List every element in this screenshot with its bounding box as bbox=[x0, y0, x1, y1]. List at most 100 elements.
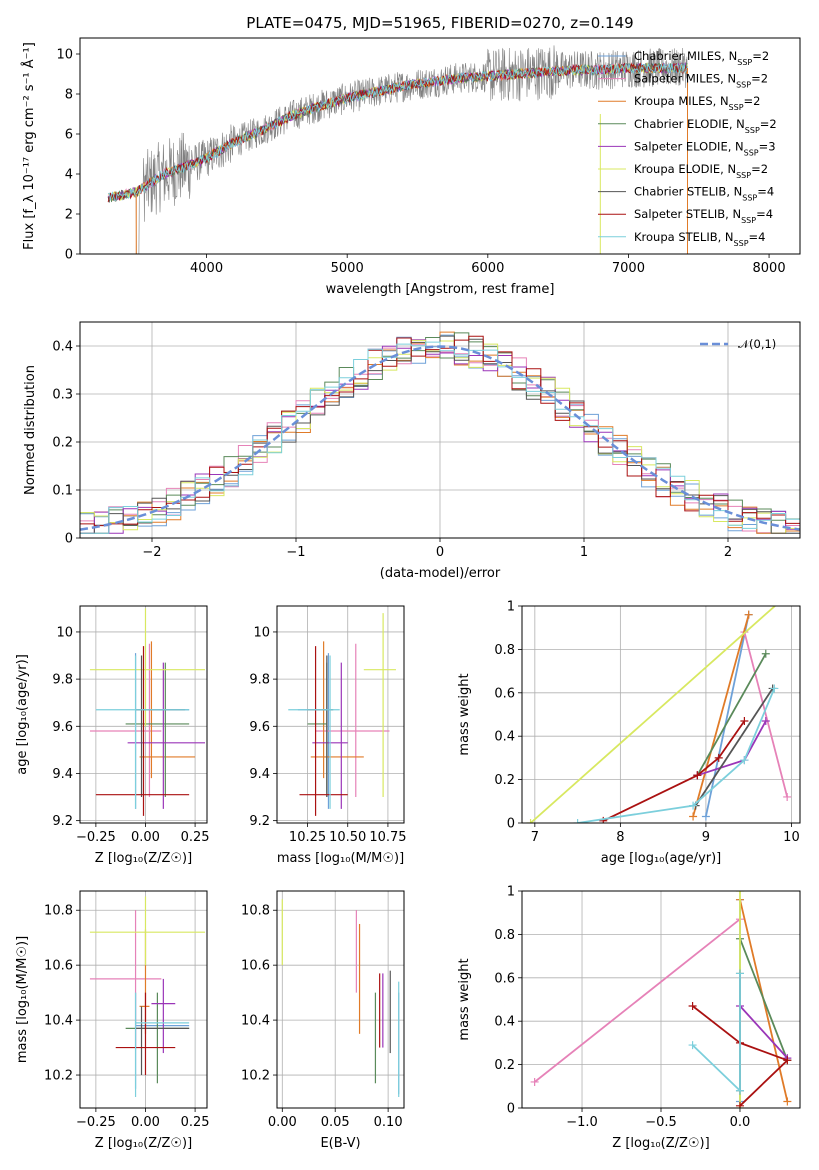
y-tick-label: 1 bbox=[507, 600, 515, 615]
x-axis-label: Z [log₁₀(Z/Z☉)] bbox=[95, 1136, 192, 1151]
x-tick-label: 0.0 bbox=[730, 1115, 751, 1130]
legend-entry: Kroupa MILES, NSSP=2 bbox=[634, 94, 760, 112]
y-tick-label: 0.4 bbox=[494, 730, 515, 745]
x-axis-label: Z [log₁₀(Z/Z☉)] bbox=[612, 1136, 709, 1151]
x-axis-label: age [log₁₀(age/yr)] bbox=[601, 851, 722, 866]
x-tick-label: −2 bbox=[142, 545, 161, 560]
x-tick-label: 0.00 bbox=[131, 1115, 160, 1130]
axes-frame bbox=[79, 605, 208, 824]
mass-weight-marker bbox=[735, 891, 744, 895]
panel-age-vs-metallicity: −0.25 0.00 0.25 9.2 9.4 9.6 9.8 10 Z [log₁₀(Z/Z☉… bbox=[15, 605, 210, 866]
x-axis-label: (data-model)/error bbox=[380, 566, 501, 581]
x-tick-label: 0.25 bbox=[181, 830, 210, 845]
legend-entry: Chabrier ELODIE, NSSP=2 bbox=[634, 117, 777, 135]
legend-entry: Chabrier MILES, NSSP=2 bbox=[634, 49, 769, 67]
legend-entry: Salpeter ELODIE, NSSP=3 bbox=[634, 139, 776, 157]
x-tick-label: 7 bbox=[531, 830, 539, 845]
y-tick-label: 9.8 bbox=[52, 673, 73, 688]
mass-weight-marker bbox=[526, 819, 535, 823]
mass-weight-marker bbox=[783, 591, 791, 599]
y-tick-label: 9.2 bbox=[52, 814, 73, 829]
mass-weight-marker bbox=[783, 1097, 792, 1106]
mass-weight-marker bbox=[735, 1086, 744, 1095]
panel-mass-weight-vs-age: 7 8 9 10 0 0.2 0.4 0.6 0.8 1 age [log₁₀(age/yr)] ma… bbox=[457, 591, 801, 866]
legend-entry: Chabrier STELIB, NSSP=4 bbox=[634, 185, 774, 203]
mass-weight-line bbox=[705, 614, 750, 817]
mass-weight-marker bbox=[693, 771, 702, 780]
x-tick-label: 0.05 bbox=[321, 1115, 350, 1130]
axes-frame bbox=[521, 605, 801, 824]
x-tick-label: 8 bbox=[616, 830, 624, 845]
mass-weight-line bbox=[602, 720, 746, 822]
y-axis-label: Normed distribution bbox=[23, 365, 38, 495]
y-tick-label: 0.8 bbox=[494, 643, 515, 658]
plot-area bbox=[80, 331, 800, 534]
legend-normal-label: 𝒩(0,1) bbox=[738, 337, 776, 351]
mass-weight-line bbox=[739, 1005, 789, 1059]
x-tick-label: 5000 bbox=[331, 261, 364, 276]
mass-weight-marker bbox=[740, 717, 749, 726]
x-axis-label: Z [log₁₀(Z/Z☉)] bbox=[95, 851, 192, 866]
normal-reference-curve bbox=[80, 345, 800, 531]
mass-weight-line bbox=[694, 688, 774, 807]
y-tick-label: 0.1 bbox=[52, 484, 73, 499]
y-tick-label: 10.2 bbox=[44, 1069, 73, 1084]
panel-age-vs-mass: 10.25 10.50 10.75 9.2 9.4 9.6 9.8 10 mass [log₁₀… bbox=[249, 605, 407, 866]
x-tick-label: 0.25 bbox=[181, 1115, 210, 1130]
y-tick-label: 9.2 bbox=[249, 814, 270, 829]
x-tick-label: 10 bbox=[783, 830, 800, 845]
x-tick-label: 6000 bbox=[471, 261, 504, 276]
mass-weight-marker bbox=[761, 717, 770, 726]
mass-weight-line bbox=[739, 938, 789, 1061]
plot-area bbox=[89, 896, 206, 1098]
mass-weight-line bbox=[530, 606, 777, 823]
mass-weight-marker bbox=[688, 1002, 697, 1011]
y-tick-label: 10.2 bbox=[241, 1069, 270, 1084]
mass-weight-line bbox=[534, 918, 741, 1083]
y-tick-label: 9.4 bbox=[249, 767, 270, 782]
y-tick-label: 6 bbox=[65, 128, 73, 143]
mass-weight-marker bbox=[735, 969, 744, 978]
y-axis-label: age [log₁₀(age/yr)] bbox=[15, 654, 30, 775]
plot-area bbox=[107, 45, 688, 254]
x-tick-label: 0.00 bbox=[268, 1115, 297, 1130]
x-axis-label: mass [log₁₀(M/M☉)] bbox=[277, 851, 404, 866]
y-tick-label: 10 bbox=[56, 48, 73, 63]
plot-area bbox=[288, 613, 396, 816]
y-tick-label: 8 bbox=[65, 88, 73, 103]
y-tick-label: 10.8 bbox=[44, 904, 73, 919]
x-tick-label: 0.00 bbox=[131, 830, 160, 845]
mass-weight-marker bbox=[599, 816, 608, 823]
mass-weight-marker bbox=[701, 812, 710, 821]
mass-weight-marker bbox=[530, 1077, 539, 1086]
mass-weight-line bbox=[692, 614, 750, 817]
mass-weight-marker bbox=[783, 1056, 792, 1065]
x-tick-label: 1 bbox=[580, 545, 588, 560]
mass-weight-marker bbox=[761, 649, 770, 658]
mass-weight-marker bbox=[783, 792, 792, 801]
observed-spectrum bbox=[107, 45, 688, 254]
x-tick-label: −0.25 bbox=[76, 1115, 116, 1130]
x-tick-label: 7000 bbox=[612, 261, 645, 276]
y-tick-label: 9.6 bbox=[249, 720, 270, 735]
x-tick-label: 10.75 bbox=[369, 830, 406, 845]
mass-weight-line bbox=[696, 653, 767, 776]
axes-frame bbox=[276, 890, 405, 1109]
y-axis-label: mass weight bbox=[457, 958, 472, 1040]
y-axis-label: mass weight bbox=[457, 673, 472, 755]
y-tick-label: 10.4 bbox=[44, 1014, 73, 1029]
y-tick-label: 10.4 bbox=[241, 1014, 270, 1029]
panel-spectrum: 4000 5000 6000 7000 8000 0 2 4 6 8 10 wavelength [A… bbox=[21, 37, 801, 297]
legend-entry: Kroupa ELODIE, NSSP=2 bbox=[634, 162, 768, 180]
y-tick-label: 0.8 bbox=[494, 928, 515, 943]
y-tick-label: 0.2 bbox=[52, 436, 73, 451]
x-tick-label: −0.25 bbox=[76, 830, 116, 845]
mass-weight-marker bbox=[689, 801, 698, 810]
mass-weight-marker bbox=[744, 610, 753, 619]
histogram-salpeter-elodie bbox=[80, 339, 800, 534]
y-tick-label: 10.6 bbox=[241, 959, 270, 974]
y-tick-label: 1 bbox=[507, 885, 515, 900]
mass-weight-line bbox=[692, 1005, 790, 1107]
y-tick-label: 0.2 bbox=[494, 1058, 515, 1073]
